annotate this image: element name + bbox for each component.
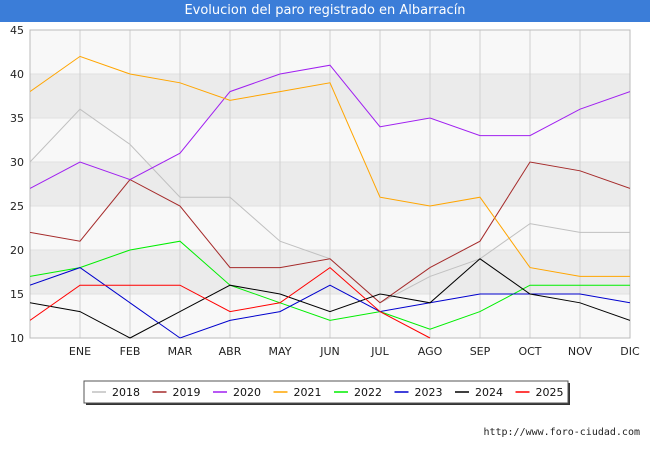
series-line-2022 [30, 240, 630, 330]
series-line-2024 [30, 258, 630, 339]
x-tick-label: ENE [69, 345, 91, 358]
series-line-2021 [30, 55, 630, 277]
legend-label-2021: 2021 [294, 386, 322, 399]
legend-label-2025: 2025 [536, 386, 564, 399]
legend-label-2022: 2022 [354, 386, 382, 399]
y-tick-label: 20 [10, 244, 24, 257]
y-tick-label: 15 [10, 288, 24, 301]
y-tick-label: 30 [10, 156, 24, 169]
legend-label-2023: 2023 [415, 386, 443, 399]
legend-label-2024: 2024 [475, 386, 503, 399]
y-tick-label: 25 [10, 200, 24, 213]
y-tick-label: 45 [10, 24, 24, 37]
source-url[interactable]: http://www.foro-ciudad.com [483, 427, 640, 438]
x-tick-label: ABR [219, 345, 242, 358]
legend [83, 380, 569, 404]
y-tick-label: 10 [10, 332, 24, 345]
x-tick-label: FEB [120, 345, 141, 358]
x-tick-label: NOV [568, 345, 593, 358]
x-tick-label: MAR [168, 345, 193, 358]
y-tick-label: 40 [10, 68, 24, 81]
legend-label-2019: 2019 [173, 386, 201, 399]
x-tick-label: SEP [470, 345, 491, 358]
series-line-2020 [30, 64, 630, 189]
x-tick-label: AGO [418, 345, 443, 358]
x-tick-label: JUL [370, 345, 389, 358]
plot-border [29, 29, 631, 339]
legend-label-2018: 2018 [112, 386, 140, 399]
legend-label-2020: 2020 [233, 386, 261, 399]
series-line-2025 [30, 266, 431, 339]
x-tick-label: JUN [319, 345, 340, 358]
x-tick-label: MAY [269, 345, 292, 358]
x-tick-label: DIC [620, 345, 640, 358]
y-tick-label: 35 [10, 112, 24, 125]
chart-title: Evolucion del paro registrado en Albarra… [0, 0, 650, 22]
x-tick-label: OCT [518, 345, 541, 358]
